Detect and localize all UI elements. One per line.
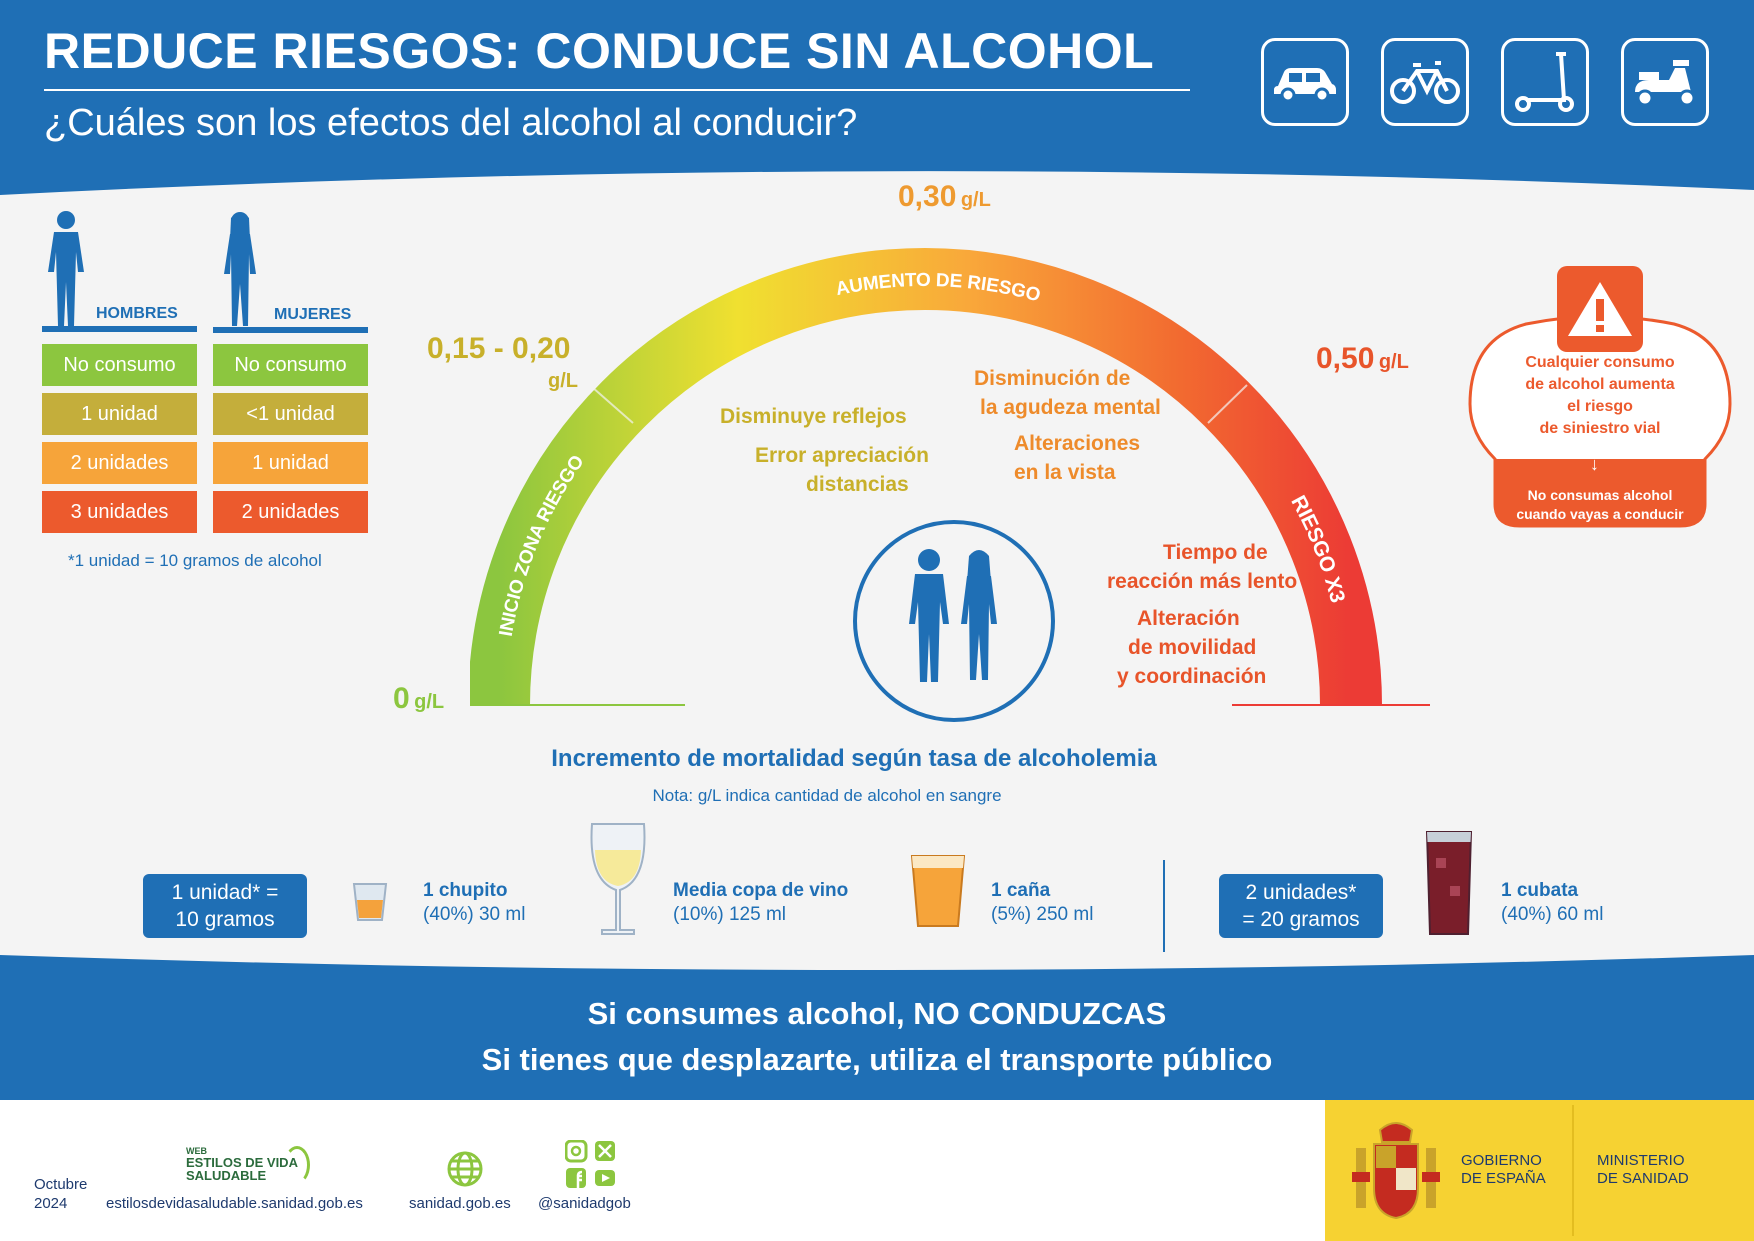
facebook-icon [566, 1168, 586, 1188]
effect-mobility-1: Alteración [1137, 607, 1240, 630]
cocktail-glass-icon [1424, 828, 1474, 943]
title-divider [44, 89, 1190, 91]
warning-line-3: el riesgo [1567, 398, 1633, 415]
effect-distance-2: distancias [806, 473, 909, 496]
women-label: MUJERES [274, 306, 352, 323]
risk-gauge-arc: INICIO ZONA RIESGO AUMENTO DE RIESGO RIE… [470, 248, 1430, 706]
warning-line-1: Cualquier consumo [1525, 354, 1675, 371]
page-subtitle: ¿Cuáles son los efectos del alcohol al c… [44, 102, 858, 144]
ministry-line-2: DE SANIDAD [1597, 1170, 1689, 1187]
banner-line-1: Si consumes alcohol, NO CONDUZCAS [587, 996, 1167, 1031]
footer-month: Octubre [34, 1176, 88, 1193]
effect-mental-2: la agudeza mental [980, 396, 1161, 419]
couple-circle [853, 520, 1055, 722]
drinks-divider [1163, 860, 1165, 952]
instagram-icon [564, 1139, 588, 1163]
banner-line-2: Si tienes que desplazarte, utiliza el tr… [481, 1042, 1273, 1077]
effect-vision-2: en la vista [1014, 461, 1116, 484]
drink-beer-name: 1 caña [991, 880, 1051, 901]
warning-advice: No consumas alcohol cuando vayas a condu… [1460, 486, 1740, 524]
two-units-box: 2 unidades* = 20 gramos [1219, 874, 1383, 938]
warning-advice-2: cuando vayas a conducir [1516, 506, 1684, 522]
footer-year: 2024 [34, 1195, 68, 1212]
leaf-swirl-icon [284, 1146, 310, 1184]
arrow-down-icon: ↓ [1590, 454, 1599, 474]
one-unit-line-1: 1 unidad* = [171, 881, 279, 904]
social-icons [564, 1139, 619, 1197]
level-1-unit: g/L [548, 370, 578, 392]
footer-web-url[interactable]: estilosdevidasaludable.sanidad.gob.es [106, 1195, 363, 1212]
drink-shot-name: 1 chupito [423, 880, 508, 901]
scooter-icon [1501, 38, 1589, 126]
gauge-note: Nota: g/L indica cantidad de alcohol en … [652, 786, 1002, 805]
coat-of-arms-icon [1350, 1118, 1442, 1227]
drink-wine-detail: (10%) 125 ml [673, 904, 786, 925]
footer-social[interactable]: @sanidadgob [538, 1195, 631, 1212]
gauge-note-wrap: Nota: g/L indica cantidad de alcohol en … [0, 786, 1754, 806]
wine-glass-icon [586, 820, 650, 945]
couple-silhouette-icon [909, 549, 997, 682]
drink-wine-name: Media copa de vino [673, 880, 849, 901]
effect-reaction-1: Tiempo de [1163, 541, 1268, 564]
men-row-4: 3 unidades [42, 491, 197, 533]
women-header-rule [213, 327, 368, 333]
one-unit-box: 1 unidad* = 10 gramos [143, 874, 307, 938]
effect-mobility-2: de movilidad [1128, 636, 1257, 659]
man-silhouette-icon [44, 210, 88, 333]
logo-line-1: ESTILOS DE VIDA [186, 1155, 298, 1170]
car-icon [1261, 38, 1349, 126]
men-header-rule [42, 326, 197, 332]
beer-glass-icon [910, 852, 966, 935]
unit-footnote: *1 unidad = 10 gramos de alcohol [68, 551, 322, 570]
woman-silhouette-icon [218, 210, 262, 333]
logo-line-2: SALUDABLE [186, 1168, 267, 1183]
effect-mental-1: Disminución de [974, 367, 1131, 390]
globe-icon [446, 1150, 484, 1193]
footer-site[interactable]: sanidad.gob.es [409, 1195, 511, 1212]
gov-label: GOBIERNO DE ESPAÑA [1461, 1152, 1546, 1188]
effect-mobility-3: y coordinación [1117, 665, 1267, 688]
two-units-line-1: 2 unidades* [1245, 881, 1357, 904]
gov-line-2: DE ESPAÑA [1461, 1170, 1546, 1187]
drink-cocktail-name: 1 cubata [1501, 880, 1579, 901]
warning-box [1468, 266, 1732, 528]
gauge-caption-wrap: Incremento de mortalidad según tasa de a… [0, 745, 1754, 773]
ministry-label: MINISTERIO DE SANIDAD [1597, 1152, 1689, 1188]
men-label: HOMBRES [96, 305, 178, 322]
level-3-label: 0,50 g/L [1316, 342, 1409, 375]
estilos-vida-logo: WEB ESTILOS DE VIDA SALUDABLE [186, 1146, 298, 1182]
level-1-value: 0,15 - 0,20 [427, 332, 571, 365]
level-2-label: 0,30 g/L [898, 180, 991, 213]
gov-line-1: GOBIERNO [1461, 1152, 1542, 1169]
women-row-1: No consumo [213, 344, 368, 386]
men-row-2: 1 unidad [42, 393, 197, 435]
women-row-2: <1 unidad [213, 393, 368, 435]
women-row-4: 2 unidades [213, 491, 368, 533]
women-row-3: 1 unidad [213, 442, 368, 484]
motorbike-icon [1621, 38, 1709, 126]
gauge-caption: Incremento de mortalidad según tasa de a… [551, 745, 1157, 772]
shot-glass-icon [352, 880, 388, 929]
effect-reflexes: Disminuye reflejos [720, 405, 907, 428]
effect-distance-1: Error apreciación [755, 444, 929, 467]
effect-reaction-2: reacción más lento [1107, 570, 1298, 593]
warning-text: Cualquier consumo de alcohol aumenta el … [1460, 352, 1740, 440]
page-title: REDUCE RIESGOS: CONDUCE SIN ALCOHOL [44, 23, 1155, 79]
bicycle-icon [1381, 38, 1469, 126]
warning-line-2: de alcohol aumenta [1525, 376, 1675, 393]
effect-vision-1: Alteraciones [1014, 432, 1141, 455]
logo-web-small: WEB [186, 1146, 207, 1156]
drink-beer-detail: (5%) 250 ml [991, 904, 1094, 925]
drink-shot-detail: (40%) 30 ml [423, 904, 526, 925]
drink-cocktail-detail: (40%) 60 ml [1501, 904, 1604, 925]
warning-line-4: de siniestro vial [1539, 420, 1661, 437]
one-unit-line-2: 10 gramos [175, 908, 275, 931]
level-0-label: 0 g/L [393, 682, 445, 715]
men-row-3: 2 unidades [42, 442, 197, 484]
warning-advice-1: No consumas alcohol [1527, 487, 1673, 503]
two-units-line-2: = 20 gramos [1242, 908, 1360, 931]
men-row-1: No consumo [42, 344, 197, 386]
ministry-line-1: MINISTERIO [1597, 1152, 1685, 1169]
